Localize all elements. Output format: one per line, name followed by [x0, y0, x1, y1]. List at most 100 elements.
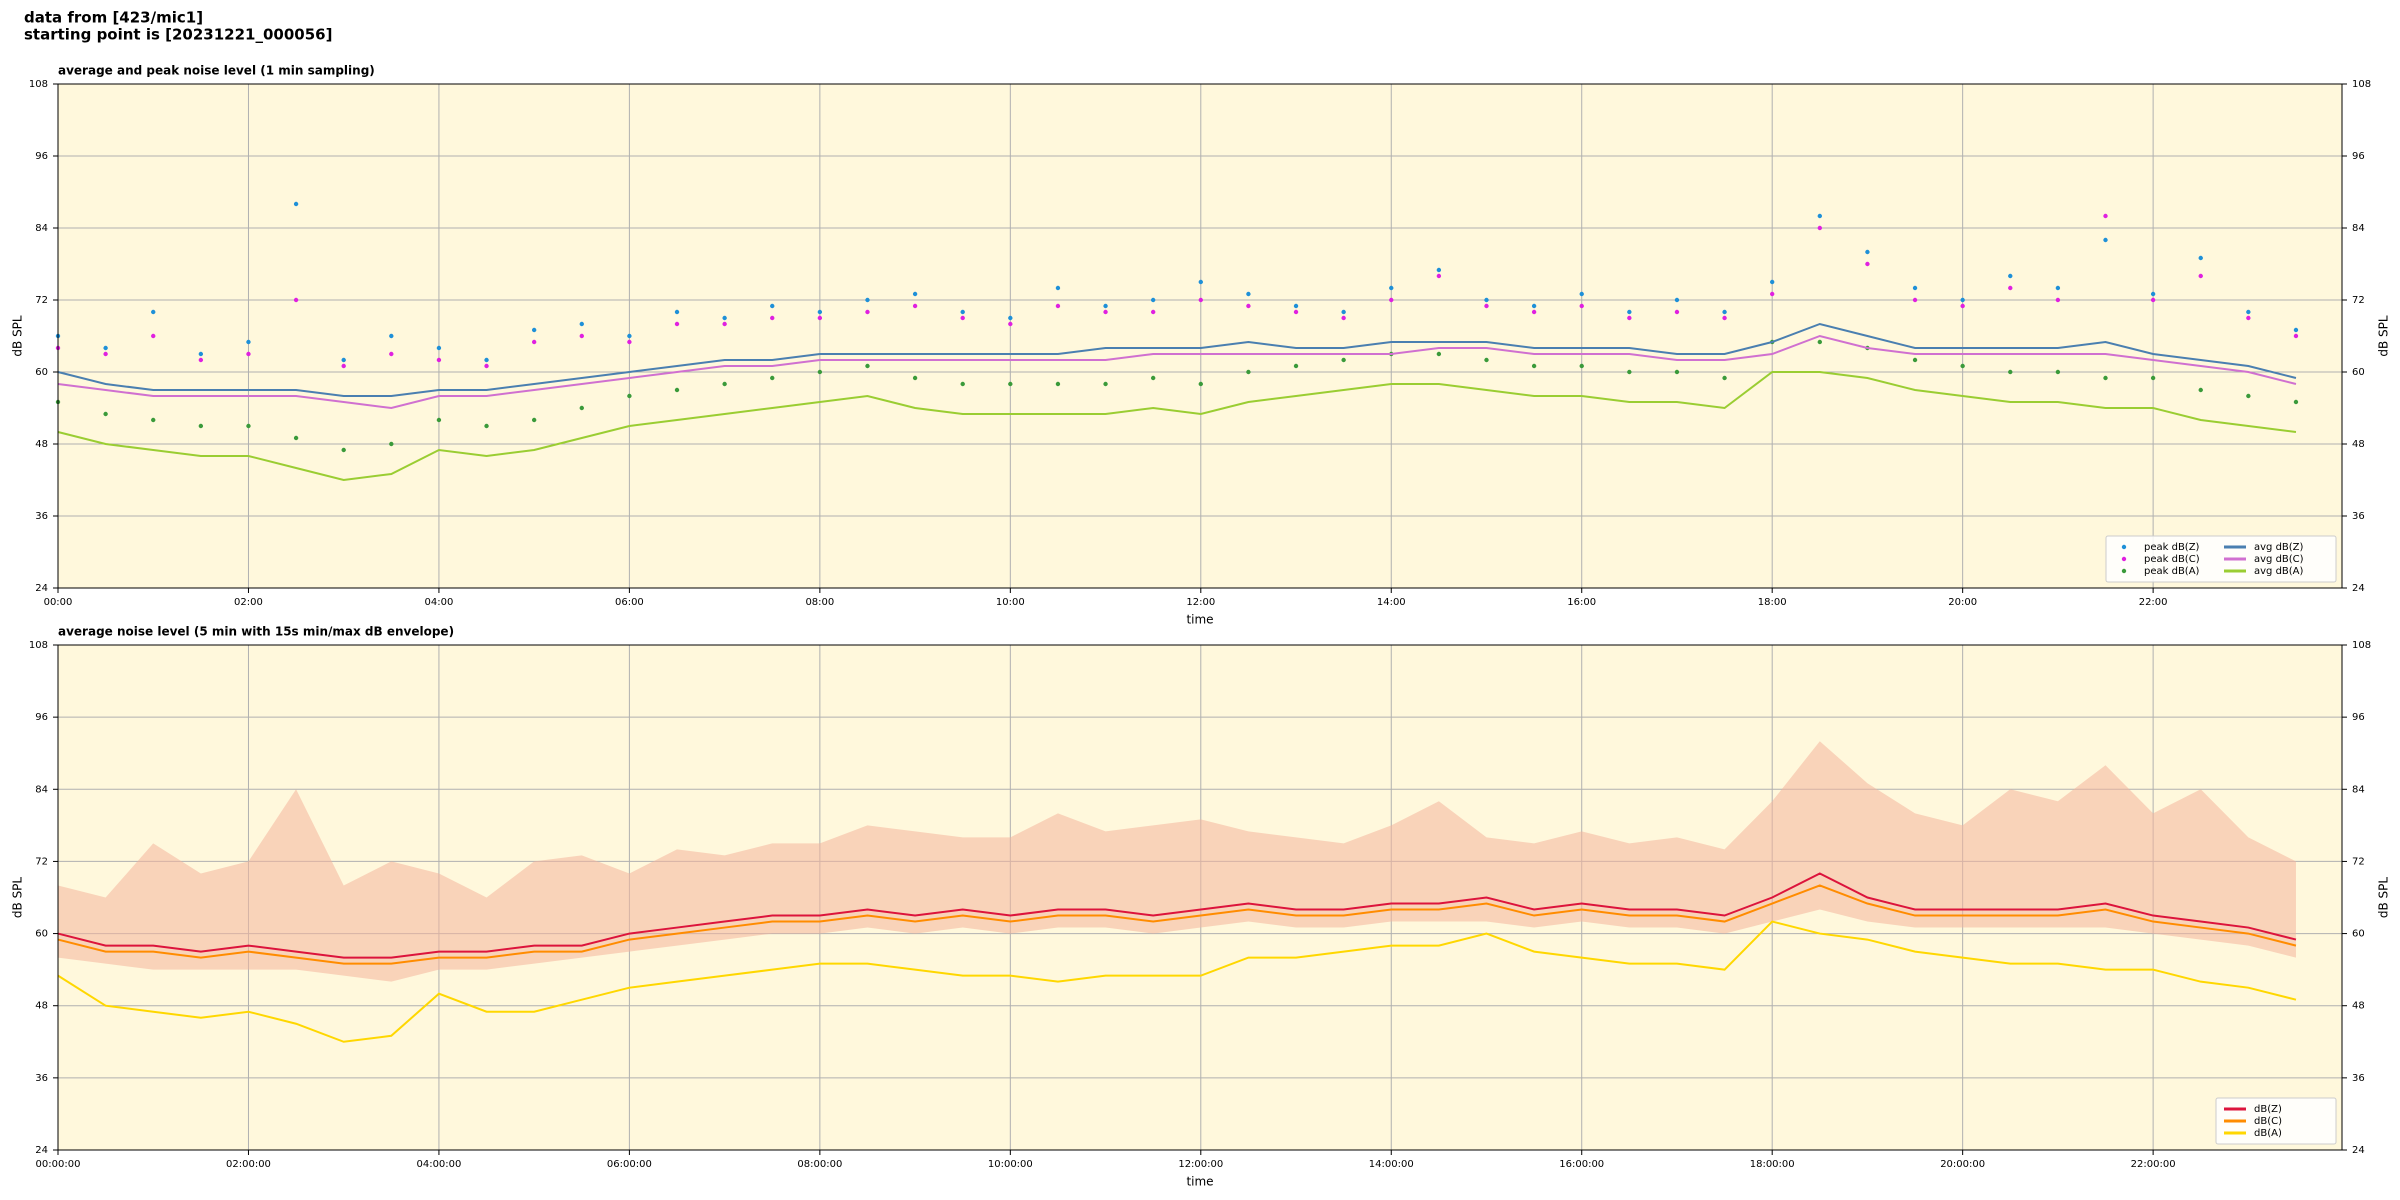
- peak-point: [865, 297, 870, 303]
- y2-tick-label: 84: [2352, 223, 2365, 234]
- peak-point: [1150, 375, 1156, 381]
- peak-point: [627, 339, 632, 345]
- peak-point: [1674, 297, 1680, 303]
- y-tick-label: 48: [35, 1001, 48, 1012]
- x-tick-label: 00:00: [44, 597, 73, 608]
- peak-point: [1912, 357, 1918, 363]
- peak-point: [1198, 279, 1203, 285]
- peak-point: [341, 357, 346, 363]
- y-tick-label: 36: [35, 511, 48, 522]
- peak-point: [103, 411, 108, 417]
- peak-point: [1484, 303, 1489, 309]
- peak-point: [674, 387, 680, 393]
- x-tick-label: 04:00:00: [416, 1159, 461, 1170]
- x-tick-label: 08:00:00: [797, 1159, 842, 1170]
- peak-point: [1055, 303, 1061, 309]
- peak-point: [722, 315, 727, 321]
- peak-point: [912, 303, 918, 309]
- peak-point: [341, 363, 346, 369]
- peak-point: [1198, 297, 1203, 303]
- x-tick-label: 22:00:00: [2131, 1159, 2176, 1170]
- y2-axis-label: dB SPL: [2377, 315, 2391, 357]
- peak-point: [2150, 297, 2156, 303]
- peak-point: [151, 309, 156, 315]
- peak-point: [1817, 225, 1823, 231]
- peak-point: [1389, 285, 1394, 291]
- peak-point: [2246, 309, 2251, 315]
- peak-point: [1579, 303, 1584, 309]
- peak-point: [2008, 273, 2013, 279]
- peak-point: [2198, 255, 2203, 261]
- peak-point: [770, 375, 775, 381]
- series-line: [57, 920, 2297, 1043]
- peak-point: [293, 297, 299, 303]
- y-tick-label: 84: [35, 784, 48, 795]
- y2-tick-label: 84: [2352, 784, 2365, 795]
- peak-point: [2246, 315, 2251, 321]
- y-tick-label: 108: [29, 79, 48, 90]
- peak-point: [151, 333, 156, 339]
- peak-point: [2246, 393, 2251, 399]
- series-line: [57, 371, 2297, 482]
- series-line: [57, 884, 2297, 965]
- peak-point: [1674, 369, 1680, 375]
- plot-frame: [57, 644, 2343, 1151]
- peak-point: [1246, 303, 1251, 309]
- x-tick-label: 12:00:00: [1178, 1159, 1223, 1170]
- peak-point: [1769, 279, 1775, 285]
- x-tick-label: 16:00:00: [1559, 1159, 1604, 1170]
- peak-point: [1817, 339, 1823, 345]
- peak-point: [674, 321, 680, 327]
- y-tick-label: 24: [35, 1145, 48, 1156]
- peak-point: [1198, 381, 1203, 387]
- peak-point: [151, 417, 156, 423]
- y-tick-label: 72: [35, 856, 48, 867]
- x-tick-label: 02:00:00: [226, 1159, 271, 1170]
- x-tick-label: 20:00: [1948, 597, 1977, 608]
- y2-tick-label: 108: [2352, 79, 2371, 90]
- peak-point: [2008, 369, 2013, 375]
- legend-marker: [2121, 568, 2127, 574]
- legend-marker: [2121, 556, 2127, 562]
- chart-title: average and peak noise level (1 min samp…: [58, 64, 375, 78]
- peak-point: [1484, 357, 1489, 363]
- legend-marker: [2121, 544, 2127, 550]
- x-tick-label: 14:00: [1377, 597, 1406, 608]
- peak-point: [722, 321, 727, 327]
- x-tick-label: 16:00: [1567, 597, 1596, 608]
- peak-point: [2150, 291, 2156, 297]
- peak-point: [484, 363, 489, 369]
- x-tick-label: 12:00: [1186, 597, 1215, 608]
- peak-point: [1865, 261, 1870, 267]
- legend-label: avg dB(Z): [2254, 542, 2304, 553]
- peak-point: [1531, 309, 1537, 315]
- legend-label: avg dB(C): [2254, 554, 2304, 565]
- y-tick-label: 48: [35, 439, 48, 450]
- peak-point: [912, 291, 918, 297]
- y2-tick-label: 108: [2352, 640, 2371, 651]
- peak-point: [960, 309, 965, 315]
- peak-point: [1722, 309, 1727, 315]
- y2-tick-label: 24: [2352, 1145, 2365, 1156]
- peak-point: [1008, 381, 1013, 387]
- y-tick-label: 72: [35, 295, 48, 306]
- x-tick-label: 10:00:00: [988, 1159, 1033, 1170]
- legend-label: dB(Z): [2254, 1104, 2282, 1115]
- peak-point: [293, 435, 299, 441]
- peak-point: [2293, 399, 2299, 405]
- peak-point: [1674, 309, 1680, 315]
- peak-point: [817, 369, 823, 375]
- peak-point: [2055, 369, 2061, 375]
- peak-point: [1817, 213, 1823, 219]
- y2-tick-label: 36: [2352, 1073, 2365, 1084]
- peak-point: [1912, 285, 1918, 291]
- y2-tick-label: 48: [2352, 439, 2365, 450]
- y2-tick-label: 24: [2352, 583, 2365, 594]
- peak-point: [1436, 273, 1442, 279]
- peak-point: [960, 381, 965, 387]
- peak-point: [1008, 315, 1013, 321]
- x-axis-label: time: [1186, 1175, 1213, 1189]
- x-tick-label: 04:00: [425, 597, 454, 608]
- peak-point: [293, 201, 299, 207]
- peak-point: [1722, 375, 1727, 381]
